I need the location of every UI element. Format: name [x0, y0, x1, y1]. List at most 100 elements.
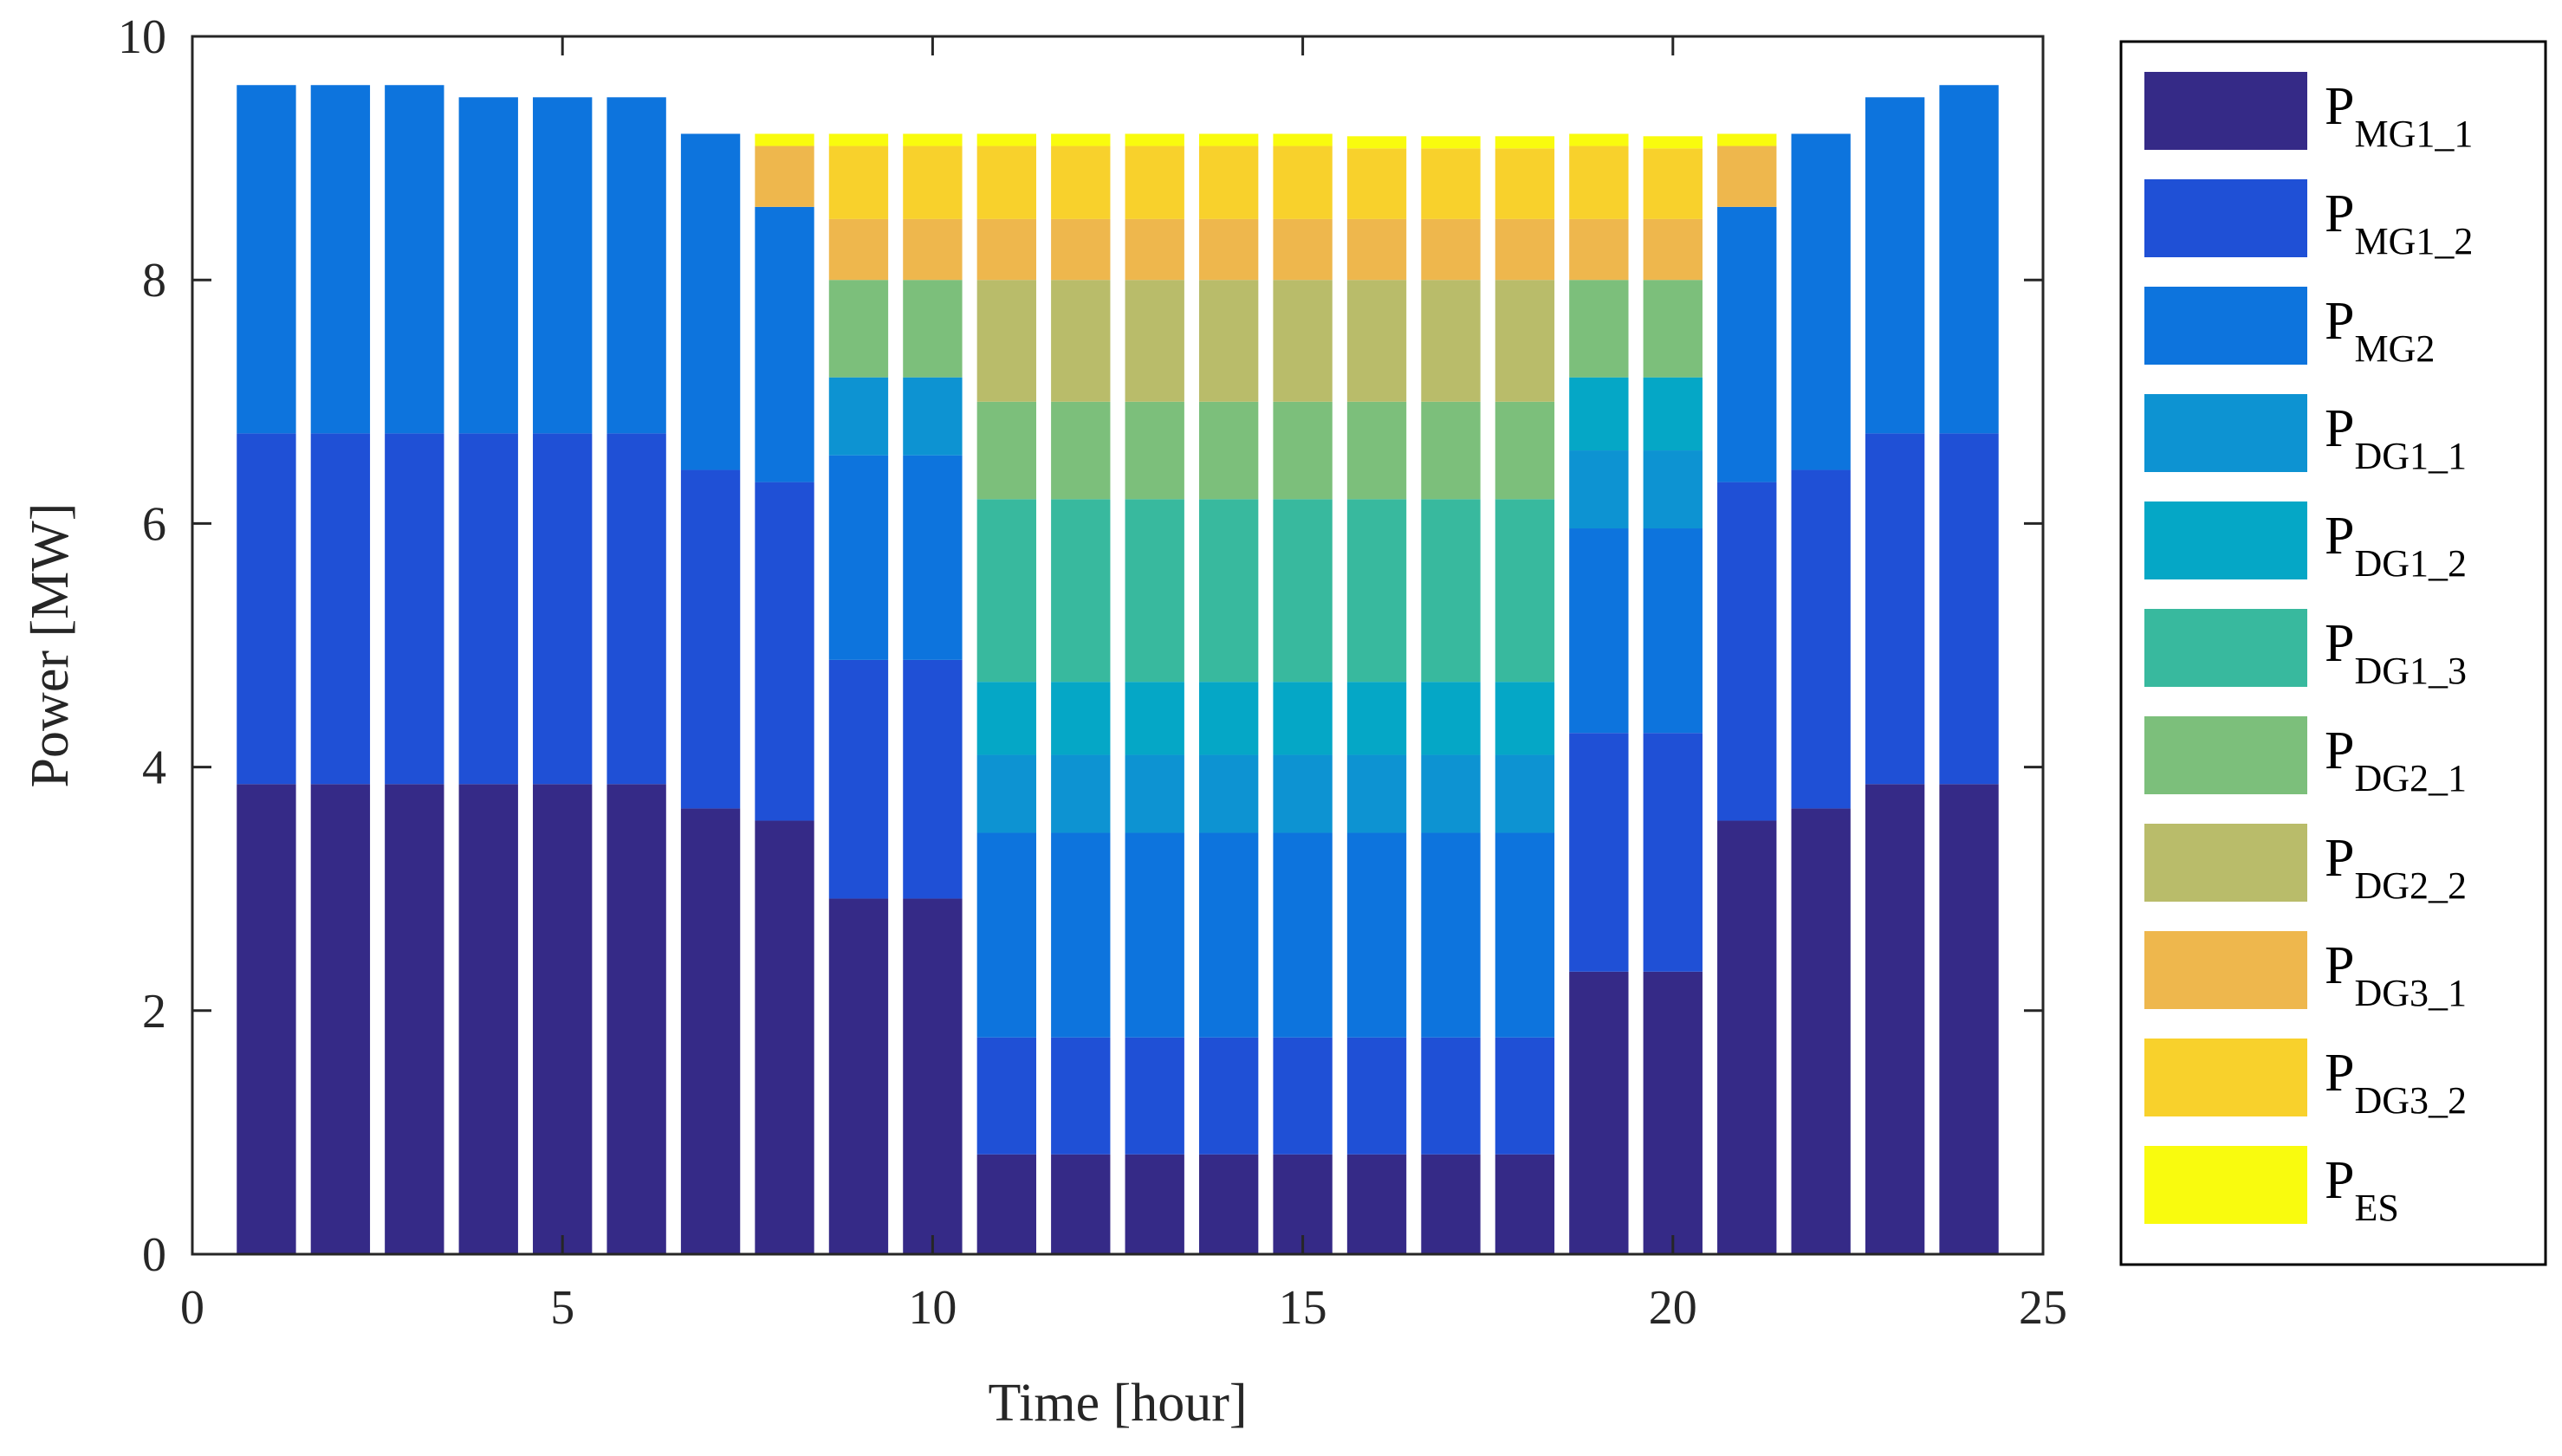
- bar-segment-dg1-3-hour-16: [1346, 499, 1407, 683]
- bar-segment-mg2-hour-14: [1198, 832, 1259, 1038]
- bar-segment-dg2-2-hour-13: [1125, 280, 1184, 402]
- bar-segment-es-hour-16: [1346, 136, 1407, 149]
- bar-segment-mg1-2-hour-18: [1495, 1037, 1555, 1155]
- bar-segment-dg1-2-hour-17: [1421, 682, 1481, 755]
- bar-segment-mg2-hour-4: [458, 97, 518, 434]
- x-axis-title: Time [hour]: [988, 1374, 1247, 1433]
- legend-swatch-mg1-2: [2144, 179, 2307, 257]
- bar-segment-mg2-hour-10: [903, 455, 963, 660]
- bar-segment-mg1-2-hour-12: [1051, 1037, 1111, 1155]
- bar-segment-mg2-hour-17: [1421, 832, 1481, 1038]
- bar-segment-mg1-2-hour-5: [533, 433, 593, 785]
- bar-segment-mg1-2-hour-8: [755, 482, 814, 821]
- bar-segment-dg1-3-hour-13: [1125, 499, 1184, 683]
- bar-segment-dg1-1-hour-14: [1198, 754, 1259, 833]
- bar-segment-mg1-2-hour-6: [606, 433, 666, 785]
- legend-label-dg3-1: PDG3_1: [2325, 936, 2467, 1014]
- bar-segment-dg1-2-hour-19: [1569, 377, 1629, 451]
- bar-segment-dg3-1-hour-8: [755, 146, 814, 207]
- x-tick-label: 15: [1279, 1281, 1327, 1335]
- legend-swatch-dg2-1: [2144, 716, 2307, 794]
- bar-segment-es-hour-17: [1421, 136, 1481, 149]
- bar-segment-dg1-3-hour-11: [976, 499, 1037, 683]
- bar-segment-dg1-1-hour-18: [1495, 754, 1555, 833]
- bar-segment-dg3-1-hour-15: [1273, 218, 1333, 281]
- bar-segment-dg1-1-hour-13: [1125, 754, 1184, 833]
- bar-segment-mg1-1-hour-6: [606, 784, 666, 1254]
- bar-segment-mg1-1-hour-14: [1198, 1154, 1259, 1254]
- bar-segment-mg2-hour-7: [680, 133, 741, 470]
- bar-segment-dg1-3-hour-17: [1421, 499, 1481, 683]
- bar-segment-es-hour-20: [1643, 136, 1703, 149]
- legend-swatch-dg1-2: [2144, 502, 2307, 579]
- bar-segment-dg3-1-hour-13: [1125, 218, 1184, 281]
- bar-segment-mg2-hour-20: [1643, 528, 1703, 734]
- legend-label-dg1-2: PDG1_2: [2325, 507, 2467, 585]
- x-tick-label: 10: [908, 1281, 957, 1335]
- bar-segment-dg1-1-hour-19: [1569, 450, 1629, 529]
- bar-segment-dg3-1-hour-20: [1643, 218, 1703, 281]
- y-axis-title: Power [MW]: [21, 503, 80, 788]
- legend-label-mg1-2: PMG1_2: [2325, 184, 2473, 262]
- bar-segment-mg1-2-hour-14: [1198, 1037, 1259, 1155]
- y-tick-label: 0: [142, 1228, 166, 1282]
- y-tick-label: 4: [142, 741, 166, 795]
- bar-segment-dg2-2-hour-15: [1273, 280, 1333, 402]
- bar-segment-dg3-2-hour-12: [1051, 146, 1111, 219]
- legend-swatch-dg3-2: [2144, 1039, 2307, 1116]
- bar-segment-mg1-2-hour-20: [1643, 733, 1703, 972]
- axes-box: [191, 35, 2045, 1256]
- bar-segment-mg1-2-hour-24: [1939, 433, 1999, 785]
- bar-segment-dg1-2-hour-15: [1273, 682, 1333, 755]
- bar-segment-mg2-hour-8: [755, 206, 814, 482]
- bar-segment-mg1-1-hour-2: [310, 784, 371, 1254]
- bar-segment-dg1-2-hour-20: [1643, 377, 1703, 451]
- legend-label-mg2: PMG2: [2325, 292, 2435, 370]
- y-tick-label: 8: [142, 254, 166, 307]
- bar-segment-dg3-1-hour-11: [976, 218, 1037, 281]
- y-tick-label: 2: [142, 985, 166, 1039]
- bar-segment-mg1-2-hour-11: [976, 1037, 1037, 1155]
- x-tick-label: 20: [1649, 1281, 1697, 1335]
- legend-label-dg2-1: PDG2_1: [2325, 722, 2467, 799]
- bar-segment-mg1-2-hour-9: [828, 659, 889, 899]
- bar-segment-mg1-1-hour-4: [458, 784, 518, 1254]
- bar-segment-mg2-hour-23: [1865, 97, 1925, 434]
- bar-segment-mg1-2-hour-13: [1125, 1037, 1184, 1155]
- legend-label-dg2-2: PDG2_2: [2325, 829, 2467, 907]
- bar-segment-mg1-1-hour-9: [828, 898, 889, 1254]
- bar-segment-mg1-1-hour-5: [533, 784, 593, 1254]
- bar-segment-es-hour-15: [1273, 133, 1333, 146]
- bar-segment-mg1-1-hour-3: [385, 784, 444, 1254]
- bar-segment-mg2-hour-18: [1495, 832, 1555, 1038]
- bar-segment-mg1-1-hour-12: [1051, 1154, 1111, 1254]
- bar-segment-dg2-1-hour-10: [903, 280, 963, 378]
- bar-segment-dg3-1-hour-18: [1495, 218, 1555, 281]
- bar-segment-mg1-2-hour-17: [1421, 1037, 1481, 1155]
- bar-segment-dg2-1-hour-14: [1198, 401, 1259, 500]
- bar-segment-mg2-hour-16: [1346, 832, 1407, 1038]
- bar-segment-dg3-1-hour-17: [1421, 218, 1481, 281]
- bar-segment-dg1-1-hour-9: [828, 377, 889, 456]
- bars-layer: [237, 85, 1999, 1254]
- y-tick-label: 6: [142, 497, 166, 551]
- bar-segment-dg2-2-hour-17: [1421, 280, 1481, 402]
- bar-segment-dg3-1-hour-12: [1051, 218, 1111, 281]
- legend-swatch-dg1-1: [2144, 394, 2307, 472]
- bar-segment-mg1-2-hour-10: [903, 659, 963, 899]
- bar-segment-dg1-2-hour-16: [1346, 682, 1407, 755]
- bar-segment-dg1-1-hour-16: [1346, 754, 1407, 833]
- bar-segment-mg1-1-hour-22: [1791, 808, 1851, 1254]
- legend-swatch-es: [2144, 1146, 2307, 1224]
- bar-segment-dg3-2-hour-11: [976, 146, 1037, 219]
- bar-segment-dg2-1-hour-12: [1051, 401, 1111, 500]
- legend-label-mg1-1: PMG1_1: [2325, 77, 2473, 155]
- bar-segment-es-hour-13: [1125, 133, 1184, 146]
- bar-segment-dg3-1-hour-10: [903, 218, 963, 281]
- bar-segment-es-hour-19: [1569, 133, 1629, 146]
- bar-segment-es-hour-9: [828, 133, 889, 146]
- bar-segment-mg1-1-hour-16: [1346, 1154, 1407, 1254]
- bar-segment-mg1-2-hour-16: [1346, 1037, 1407, 1155]
- bar-segment-mg2-hour-1: [237, 85, 296, 434]
- bar-segment-dg1-3-hour-18: [1495, 499, 1555, 683]
